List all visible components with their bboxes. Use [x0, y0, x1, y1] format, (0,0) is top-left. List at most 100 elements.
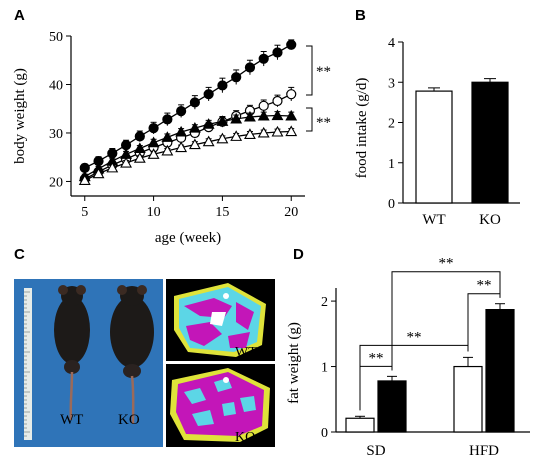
wt-mouse [54, 285, 90, 421]
a-point-filled-triangle [188, 121, 201, 133]
d-bar [345, 417, 375, 433]
a-point-open-triangle [161, 144, 174, 156]
a-point-filled-triangle [202, 118, 215, 129]
ct-ko-body [170, 368, 270, 442]
b-category-label: KO [479, 212, 501, 228]
a-x-tick-label: 5 [81, 205, 88, 220]
a-point-filled-circle [189, 97, 200, 108]
d-y-tick-label: 0 [321, 426, 328, 441]
a-point-filled-triangle [257, 109, 270, 121]
a-point-open-triangle [92, 167, 105, 179]
d-significance-sd: ** [369, 350, 384, 366]
a-point-open-triangle [188, 138, 201, 150]
panel-letter-a: A [14, 7, 25, 24]
wt-mouse-label: WT [60, 412, 83, 428]
a-point-open-triangle [147, 148, 160, 159]
ko-mouse [110, 285, 154, 425]
a-point-filled-circle [217, 80, 228, 91]
a-point-filled-circle [244, 62, 256, 73]
chart-a: 5 10 15 20 20 30 40 50 age (week) body weight (… [12, 30, 331, 246]
b-y-axis-label: food intake (g/d) [354, 78, 370, 179]
ct-wt-label: WT [235, 345, 257, 360]
a-bracket-bottom [306, 107, 313, 132]
a-point-open-triangle [120, 156, 132, 168]
d-significance-black-bracket [391, 271, 501, 371]
b-category-label: WT [422, 212, 445, 228]
d-bar [485, 309, 515, 433]
a-point-open-triangle [133, 152, 146, 163]
a-point-filled-circle [134, 131, 145, 142]
a-series-line-open-triangle [84, 130, 292, 182]
ct-wt-body [174, 283, 266, 357]
chart-b: 0 1 2 3 4 WT KO food intake (g/d) [354, 36, 520, 228]
d-y-tick-label: 1 [321, 361, 328, 376]
b-y-tick-label: 2 [388, 117, 395, 132]
a-point-filled-circle [231, 72, 242, 83]
a-point-filled-triangle [244, 110, 256, 122]
a-point-filled-triangle [161, 131, 174, 142]
a-point-filled-circle [272, 47, 283, 58]
a-point-open-triangle [106, 161, 119, 173]
a-point-filled-triangle [147, 136, 160, 148]
ko-mouse-label: KO [118, 412, 140, 428]
b-y-tick-label: 4 [388, 36, 395, 51]
b-y-tick-label: 0 [388, 197, 395, 212]
a-point-open-triangle [216, 132, 229, 144]
a-x-tick-label: 20 [284, 205, 298, 220]
d-bar [377, 380, 407, 433]
a-series-line-filled-triangle [84, 114, 292, 178]
photo-panel-c: WT KO WT KO [14, 279, 275, 447]
chart-d: 0 1 2 SD HFD ** ** ** ** fat weight (g) [286, 256, 530, 459]
a-point-filled-circle [203, 89, 214, 100]
a-point-filled-triangle [216, 115, 229, 126]
ct-ko-label: KO [235, 430, 255, 445]
a-point-filled-triangle [230, 112, 243, 124]
a-y-tick-label: 20 [49, 175, 63, 190]
a-series-line-filled-circle [84, 44, 292, 169]
b-y-tick-label: 1 [388, 157, 395, 172]
ruler [24, 288, 32, 440]
a-y-tick-label: 50 [49, 30, 63, 45]
a-point-open-triangle [230, 130, 243, 141]
b-y-tick-label: 3 [388, 76, 395, 91]
a-significance-top: ** [316, 64, 331, 80]
b-bar-KO [471, 81, 509, 204]
panel-letter-d: D [293, 246, 304, 263]
a-point-open-triangle [175, 141, 188, 153]
a-point-filled-triangle [133, 142, 146, 154]
a-point-open-triangle [78, 174, 91, 186]
d-significance-hfd: ** [477, 278, 492, 294]
a-bracket-top [306, 45, 313, 96]
a-point-filled-triangle [175, 125, 188, 137]
d-y-axis-label: fat weight (g) [286, 322, 302, 404]
a-point-filled-circle [162, 114, 173, 125]
a-point-filled-circle [286, 39, 297, 50]
a-point-filled-triangle [285, 109, 298, 121]
a-series-line-open-circle [84, 93, 292, 180]
a-y-axis-label: body weight (g) [12, 68, 28, 164]
a-y-tick-label: 30 [49, 127, 63, 142]
a-point-filled-circle [176, 106, 187, 117]
a-point-open-triangle [271, 125, 284, 137]
a-point-open-triangle [244, 128, 256, 139]
a-point-filled-triangle [271, 109, 284, 121]
panel-letter-b: B [355, 7, 366, 24]
a-point-open-circle [286, 89, 297, 100]
a-x-axis-label: age (week) [155, 230, 221, 246]
a-point-open-triangle [202, 135, 215, 147]
d-category-label: HFD [469, 443, 499, 459]
d-significance-black: ** [439, 256, 454, 272]
a-point-open-triangle [285, 125, 298, 137]
d-significance-white: ** [407, 329, 422, 345]
a-point-open-circle [258, 100, 269, 111]
a-x-tick-label: 10 [147, 205, 161, 220]
a-point-filled-circle [148, 123, 159, 134]
d-category-label: SD [366, 443, 385, 459]
a-x-tick-label: 15 [215, 205, 229, 220]
a-significance-bottom: ** [316, 115, 331, 131]
b-bar-WT [415, 90, 453, 204]
d-y-tick-label: 2 [321, 295, 328, 310]
a-point-filled-circle [258, 53, 269, 64]
a-y-tick-label: 40 [49, 78, 63, 93]
